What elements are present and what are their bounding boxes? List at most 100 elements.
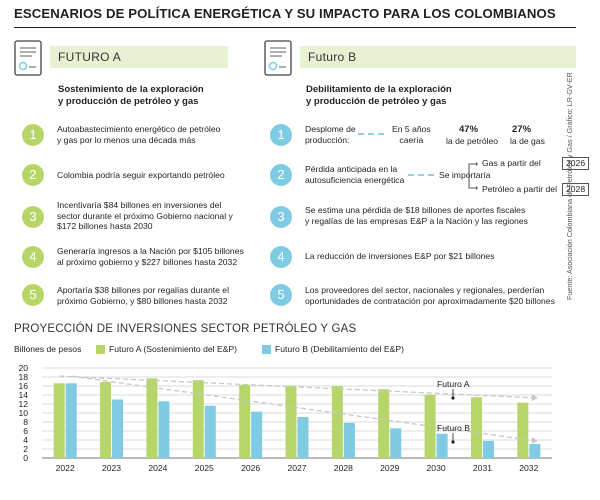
future-a-number-2: 2 <box>22 164 44 186</box>
x-tick-label: 2029 <box>380 463 399 473</box>
future-b-number-5: 5 <box>270 284 292 306</box>
y-axis-label: Billones de pesos <box>14 344 82 354</box>
bar-future-a <box>100 381 112 458</box>
gas-import-year: 2026 <box>562 157 590 170</box>
annotation-future-b: Futuro B <box>437 423 470 433</box>
future-b-item-1-mid: En 5 años caería <box>392 124 431 145</box>
bar-future-a <box>239 384 251 458</box>
legend-label-b: Futuro B (Debilitamiento del E&P) <box>275 344 404 354</box>
x-tick-label: 2024 <box>148 463 167 473</box>
bar-future-a <box>192 380 204 458</box>
future-b-number-1: 1 <box>270 124 292 146</box>
bar-future-b <box>482 440 494 458</box>
future-b-label: Futuro B <box>308 50 357 64</box>
bar-future-a <box>470 397 482 458</box>
future-b-number-3: 3 <box>270 206 292 228</box>
legend-label-a: Futuro A (Sostenimiento del E&P) <box>109 344 238 354</box>
y-tick-label: 16 <box>18 381 28 391</box>
import-bracket-icon <box>468 162 478 190</box>
bar-future-a <box>146 378 158 458</box>
future-a-item-3: Incentivaría $84 billones en inversiones… <box>57 200 233 231</box>
bar-future-a <box>285 385 297 458</box>
bar-future-b <box>343 422 355 458</box>
y-tick-label: 0 <box>23 453 28 463</box>
legend-swatch-b <box>262 345 271 354</box>
y-tick-label: 10 <box>18 408 28 418</box>
bar-future-b <box>436 433 448 458</box>
legend-swatch-a <box>96 345 105 354</box>
y-tick-label: 18 <box>18 372 28 382</box>
future-a-number-1: 1 <box>22 124 44 146</box>
gas-drop-percent: 27% <box>512 124 532 135</box>
bar-future-b <box>390 428 402 458</box>
bar-future-a <box>517 402 529 458</box>
future-a-item-2: Colombia podría seguir exportando petról… <box>57 170 225 180</box>
y-tick-label: 8 <box>23 417 28 427</box>
x-tick-label: 2030 <box>427 463 446 473</box>
y-tick-label: 14 <box>18 390 28 400</box>
bar-future-b <box>529 444 541 458</box>
oil-import-year: 2028 <box>562 183 590 196</box>
future-a-subtitle: Sostenimiento de la exploración y produc… <box>58 84 204 107</box>
x-tick-label: 2028 <box>334 463 353 473</box>
trend-line-a <box>59 375 533 399</box>
x-tick-label: 2027 <box>287 463 306 473</box>
annotation-future-a: Futuro A <box>437 379 470 389</box>
x-tick-label: 2023 <box>102 463 121 473</box>
future-b-number-4: 4 <box>270 246 292 268</box>
future-a-header: FUTURO A <box>50 46 228 68</box>
document-icon-a <box>14 40 42 76</box>
oil-import-from: Petróleo a partir del <box>482 184 557 194</box>
gas-drop-label: la de gas <box>510 136 545 146</box>
future-b-subtitle: Debilitamiento de la exploración y produ… <box>306 84 452 107</box>
future-b-item-2-dashes <box>408 174 434 176</box>
future-a-item-5: Aportaría $38 billones por regalías dura… <box>57 285 229 306</box>
future-b-item-5: Los proveedores del sector, nacionales y… <box>305 285 555 306</box>
annotation-dot-b <box>451 440 455 444</box>
future-b-item-1-dashes <box>358 133 384 135</box>
gas-import-from: Gas a partir del <box>482 158 541 168</box>
oil-drop-percent: 47% <box>459 124 479 135</box>
bar-future-b <box>251 411 263 458</box>
bar-future-b <box>65 383 77 458</box>
source-note: Fuente: Asociación Colombiana de Petróle… <box>565 72 574 300</box>
future-b-item-2-label: Pérdida anticipada en la autosuficiencia… <box>305 164 405 185</box>
bar-future-b <box>204 405 216 458</box>
x-tick-label: 2026 <box>241 463 260 473</box>
future-a-item-1: Autoabastecimiento energético de petróle… <box>57 124 221 145</box>
x-tick-label: 2025 <box>195 463 214 473</box>
x-tick-label: 2031 <box>473 463 492 473</box>
y-tick-label: 2 <box>23 444 28 454</box>
title-divider <box>14 27 576 28</box>
future-b-item-3: Se estima una pérdida de $18 billones de… <box>305 205 528 226</box>
y-tick-label: 4 <box>23 435 28 445</box>
y-tick-label: 6 <box>23 426 28 436</box>
trend-arrow-b <box>531 436 538 444</box>
import-label: Se importaría <box>439 170 491 180</box>
future-a-number-4: 4 <box>22 246 44 268</box>
annotation-dot-a <box>451 396 455 400</box>
future-b-item-1-label: Desplome de producción: <box>305 124 356 145</box>
x-tick-label: 2032 <box>519 463 538 473</box>
chart-title: PROYECCIÓN DE INVERSIONES SECTOR PETRÓLE… <box>14 323 357 335</box>
bar-future-b <box>112 399 124 458</box>
future-a-label: FUTURO A <box>58 50 122 64</box>
future-a-number-3: 3 <box>22 206 44 228</box>
future-a-number-5: 5 <box>22 284 44 306</box>
future-b-number-2: 2 <box>270 164 292 186</box>
future-b-item-4: La reducción de inversiones E&P por $21 … <box>305 251 495 261</box>
bar-future-a <box>331 386 343 458</box>
page-title: ESCENARIOS DE POLÍTICA ENERGÉTICA Y SU I… <box>14 6 556 21</box>
x-tick-label: 2022 <box>56 463 75 473</box>
bar-future-a <box>53 383 65 458</box>
oil-drop-label: la de petróleo <box>446 136 499 146</box>
bar-future-a <box>378 389 390 458</box>
trend-line-b <box>71 375 533 442</box>
y-tick-label: 12 <box>18 399 28 409</box>
document-icon-b <box>264 40 292 76</box>
future-a-item-4: Generaría ingresos a la Nación por $105 … <box>57 246 244 267</box>
y-tick-label: 20 <box>18 363 28 373</box>
bar-future-b <box>158 401 170 458</box>
bar-future-b <box>297 417 309 458</box>
